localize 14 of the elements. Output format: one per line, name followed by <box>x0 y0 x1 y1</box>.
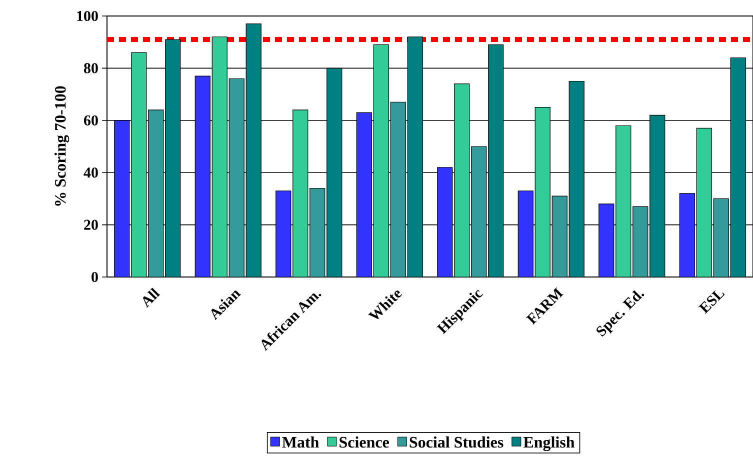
x-tick-label: ESL <box>698 290 725 314</box>
y-tick-label: 20 <box>84 220 98 230</box>
y-tick-label: 80 <box>84 63 98 74</box>
legend-label: Social Studies <box>410 436 504 448</box>
y-tick-label: 60 <box>84 115 98 126</box>
legend-label: English <box>523 436 575 452</box>
y-tick-label: 100 <box>77 10 98 22</box>
x-tick-label: Spec. Ed. <box>596 290 644 337</box>
y-tick-label: 40 <box>84 168 98 178</box>
legend-label: Science <box>340 436 389 448</box>
y-tick-label: 0 <box>92 272 98 282</box>
legend-label: Math <box>282 436 319 448</box>
x-tick-label: All <box>142 288 160 308</box>
y-axis-title: % Scoring 70-100 <box>54 86 70 206</box>
